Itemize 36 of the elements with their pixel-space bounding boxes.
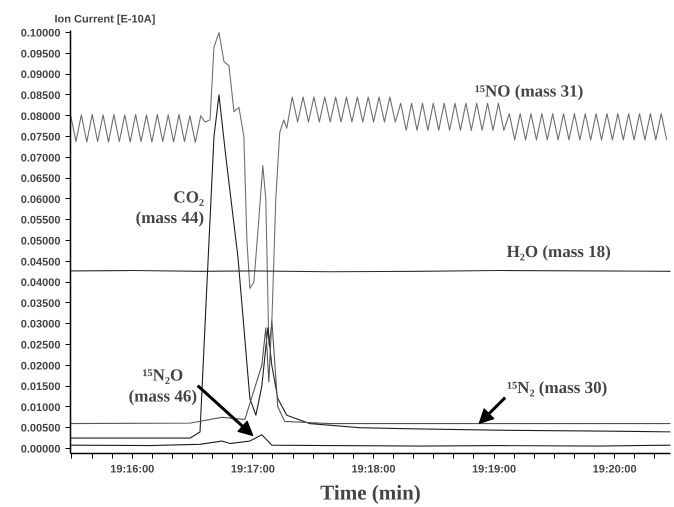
y-tick-label: 0.01500	[20, 381, 61, 394]
y-tick-label: 0.07000	[20, 152, 61, 164]
y-tick-label: 0.02500	[20, 340, 61, 352]
x-tick-label: 19:19:00	[472, 464, 516, 476]
y-tick-label: 0.10000	[20, 28, 61, 40]
y-tick-label: 0.06000	[20, 194, 61, 206]
annotation: ¹⁵NO (mass 31)	[474, 82, 584, 101]
y-tick-label: 0.02000	[20, 360, 61, 372]
annotation: CO₂ (mass 44)	[136, 187, 204, 228]
y-axis-title: Ion Current [E-10A]	[54, 14, 156, 26]
y-tick-label: 0.07500	[20, 132, 61, 144]
x-tick-label: 19:16:00	[110, 464, 154, 476]
annotation: H₂O (mass 18)	[506, 242, 611, 261]
x-tick-label: 19:18:00	[351, 464, 396, 476]
y-tick-label: 0.04000	[20, 277, 61, 290]
y-tick-label: 0.01000	[20, 402, 61, 414]
y-tick-label: 0.03500	[20, 298, 61, 310]
x-axis-title: Time (min)	[320, 480, 421, 504]
y-tick-label: 0.09000	[20, 69, 61, 82]
x-tick-label: 19:17:00	[230, 464, 275, 476]
y-tick-label: 0.08500	[20, 90, 61, 102]
y-tick-label: 0.05000	[20, 236, 61, 248]
y-tick-label: 0.00500	[20, 422, 61, 435]
y-tick-label: 0.04500	[20, 256, 61, 268]
line-series	[70, 319, 670, 424]
y-tick-label: 0.03000	[20, 318, 61, 331]
line-series	[70, 32, 668, 346]
y-tick-label: 0.06500	[20, 173, 61, 186]
y-tick-label: 0.08000	[20, 110, 61, 123]
annotation: ¹⁵N₂ (mass 30)	[506, 378, 608, 398]
line-series	[70, 434, 670, 447]
y-tick-label: 0.05500	[20, 214, 61, 227]
y-tick-label: 0.09500	[20, 48, 61, 60]
annotation: ¹⁵N₂O (mass 46)	[128, 366, 198, 406]
x-tick-label: 19:20:00	[592, 464, 637, 476]
y-tick-label: 0.00000	[20, 444, 61, 456]
